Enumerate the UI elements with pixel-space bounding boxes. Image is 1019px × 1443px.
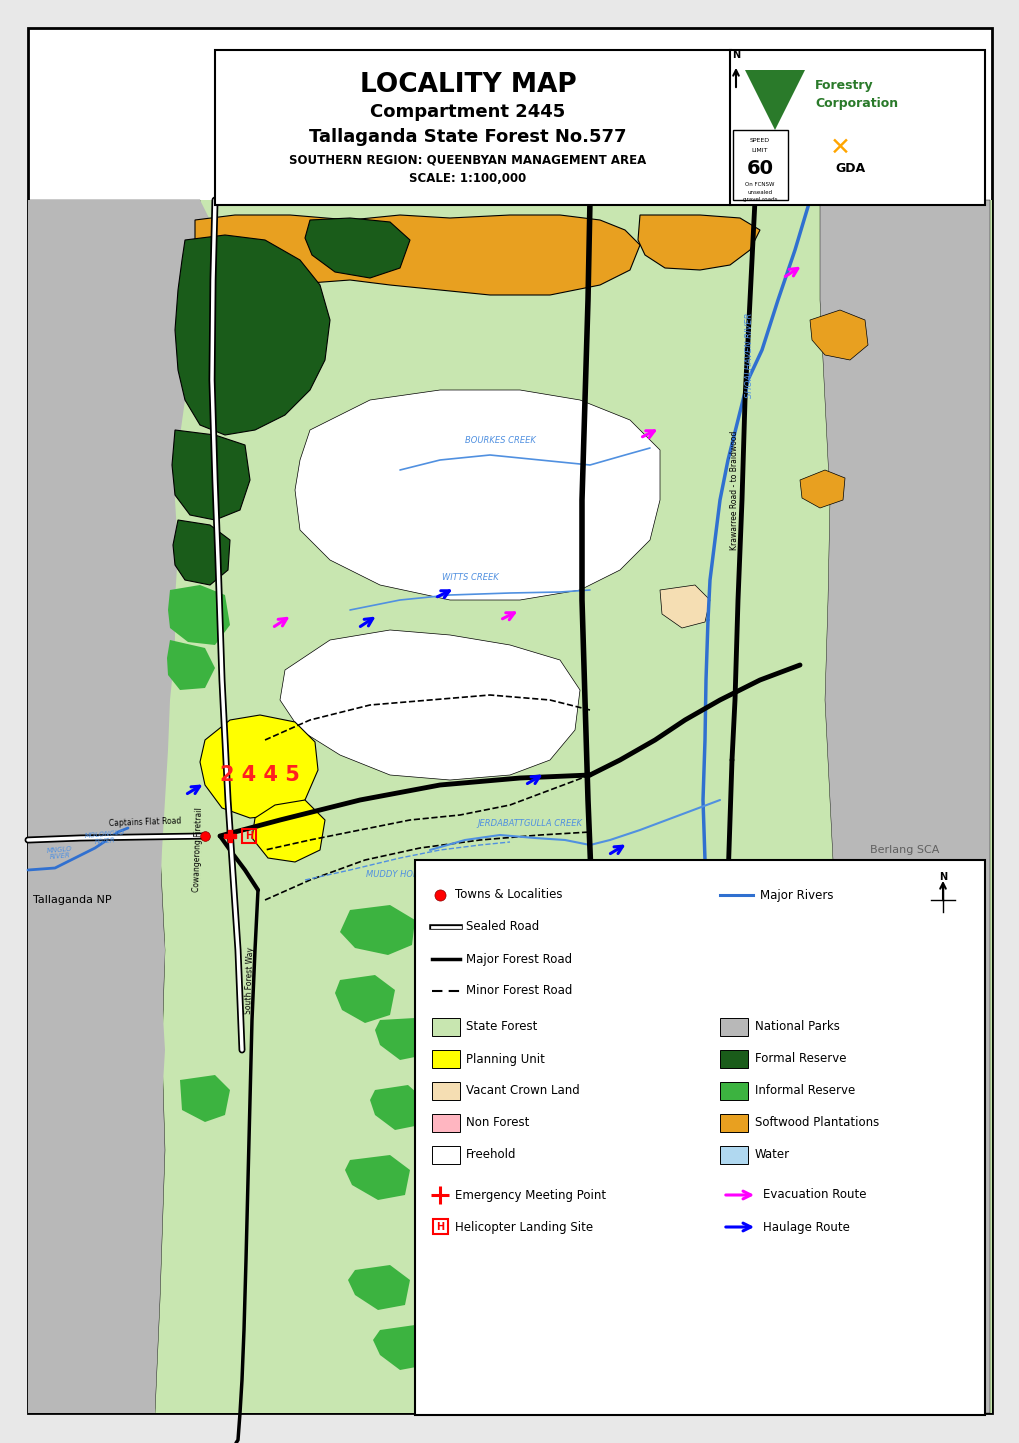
Text: Tallaganda State Forest No.577: Tallaganda State Forest No.577 (309, 128, 626, 146)
Text: LOCALITY MAP: LOCALITY MAP (360, 72, 576, 98)
Text: Major Forest Road: Major Forest Road (466, 952, 572, 965)
Polygon shape (280, 631, 580, 781)
Text: N: N (938, 872, 946, 882)
Text: Informal Reserve: Informal Reserve (754, 1085, 854, 1098)
Text: WITTS CREEK: WITTS CREEK (441, 573, 498, 582)
Text: Minor Forest Road: Minor Forest Road (466, 984, 572, 997)
Text: MNGLO
RIVER: MNGLO RIVER (47, 846, 73, 860)
Polygon shape (334, 975, 394, 1023)
Text: On FCNSW: On FCNSW (745, 182, 774, 188)
Polygon shape (659, 584, 709, 628)
Bar (432, 1082, 460, 1100)
Text: LIMIT: LIMIT (751, 147, 767, 153)
Bar (215, 51, 731, 205)
Text: Softwood Plantations: Softwood Plantations (754, 1117, 878, 1130)
Text: MUDDY HOLE CREEK: MUDDY HOLE CREEK (366, 870, 453, 879)
Text: Corporation: Corporation (814, 97, 898, 110)
Polygon shape (294, 390, 659, 600)
Text: Vacant Crown Land: Vacant Crown Land (466, 1085, 579, 1098)
Bar (415, 860, 984, 1416)
Text: H: H (435, 1222, 443, 1232)
Bar (719, 1082, 747, 1100)
Text: Forestry: Forestry (814, 78, 872, 91)
Text: Major Rivers: Major Rivers (759, 889, 833, 902)
Text: H: H (245, 831, 253, 841)
Polygon shape (819, 201, 989, 1413)
Polygon shape (179, 1075, 229, 1123)
Text: Planning Unit: Planning Unit (466, 1052, 544, 1065)
Text: National Parks: National Parks (754, 1020, 839, 1033)
Bar (433, 1219, 447, 1234)
Bar (719, 1114, 747, 1131)
Text: SHOALHAVEN RIVER: SHOALHAVEN RIVER (745, 312, 754, 398)
Text: Water: Water (754, 1149, 790, 1162)
Text: ✕: ✕ (828, 136, 850, 160)
Bar (432, 1114, 460, 1131)
Text: Krawarree Road - to Braidwood: Krawarree Road - to Braidwood (730, 430, 739, 550)
Polygon shape (173, 519, 229, 584)
Text: SOUTHERN REGION: QUEENBYAN MANAGEMENT AREA: SOUTHERN REGION: QUEENBYAN MANAGEMENT AR… (289, 153, 646, 166)
Text: Emergency Meeting Point: Emergency Meeting Point (454, 1189, 605, 1202)
Bar (719, 1017, 747, 1036)
Text: Towns & Localities: Towns & Localities (454, 889, 561, 902)
Text: Captains Flat Road: Captains Flat Road (109, 817, 181, 828)
Text: Haulage Route: Haulage Route (762, 1221, 849, 1234)
Text: Freehold: Freehold (466, 1149, 516, 1162)
Bar (719, 1051, 747, 1068)
Polygon shape (809, 310, 867, 359)
Polygon shape (28, 201, 220, 1413)
Polygon shape (155, 201, 819, 1413)
Polygon shape (167, 641, 215, 690)
Text: SPEED: SPEED (749, 137, 769, 143)
Text: 60: 60 (746, 159, 772, 177)
Text: MOLONGLO
RIVER: MOLONGLO RIVER (85, 830, 125, 846)
Text: JERDABATTGULLA CREEK: JERDABATTGULLA CREEK (477, 820, 582, 828)
Polygon shape (200, 714, 318, 818)
Text: unsealed: unsealed (747, 190, 771, 195)
Polygon shape (172, 430, 250, 519)
Polygon shape (370, 1085, 425, 1130)
Polygon shape (168, 584, 229, 645)
Polygon shape (347, 1266, 410, 1310)
Polygon shape (175, 235, 330, 434)
Polygon shape (637, 215, 759, 270)
Text: Formal Reserve: Formal Reserve (754, 1052, 846, 1065)
Bar (432, 1146, 460, 1165)
Text: Berlang SCA: Berlang SCA (869, 846, 938, 856)
Text: gravel roads: gravel roads (742, 198, 776, 202)
Polygon shape (305, 218, 410, 278)
Text: GDA: GDA (835, 162, 864, 175)
Text: N: N (732, 51, 740, 61)
Polygon shape (744, 71, 804, 130)
Bar (432, 1017, 460, 1036)
Text: Tallaganda NP: Tallaganda NP (33, 895, 111, 905)
Polygon shape (373, 1325, 432, 1369)
Polygon shape (339, 905, 415, 955)
Text: Helicopter Landing Site: Helicopter Landing Site (454, 1221, 592, 1234)
Bar (730, 51, 984, 205)
Polygon shape (252, 799, 325, 861)
Text: 2 4 4 5: 2 4 4 5 (220, 765, 300, 785)
Text: Sealed Road: Sealed Road (466, 921, 539, 934)
Polygon shape (28, 201, 200, 1413)
Polygon shape (375, 1017, 430, 1061)
Text: Non Forest: Non Forest (466, 1117, 529, 1130)
Text: Evacuation Route: Evacuation Route (762, 1189, 866, 1202)
Text: State Forest: State Forest (466, 1020, 537, 1033)
Bar (719, 1146, 747, 1165)
Text: SCALE: 1:100,000: SCALE: 1:100,000 (409, 172, 526, 185)
Bar (733, 130, 788, 201)
Bar (28, 201, 991, 1413)
Polygon shape (344, 1154, 410, 1201)
Bar (432, 1051, 460, 1068)
Text: Compartment 2445: Compartment 2445 (370, 102, 566, 121)
Polygon shape (190, 215, 639, 351)
Text: Cowangerong Firetrail: Cowangerong Firetrail (192, 808, 204, 892)
Text: BOURKES CREEK: BOURKES CREEK (464, 436, 535, 444)
Polygon shape (799, 470, 844, 508)
Bar (242, 828, 256, 843)
Text: South Forest Way: South Forest Way (245, 947, 256, 1013)
